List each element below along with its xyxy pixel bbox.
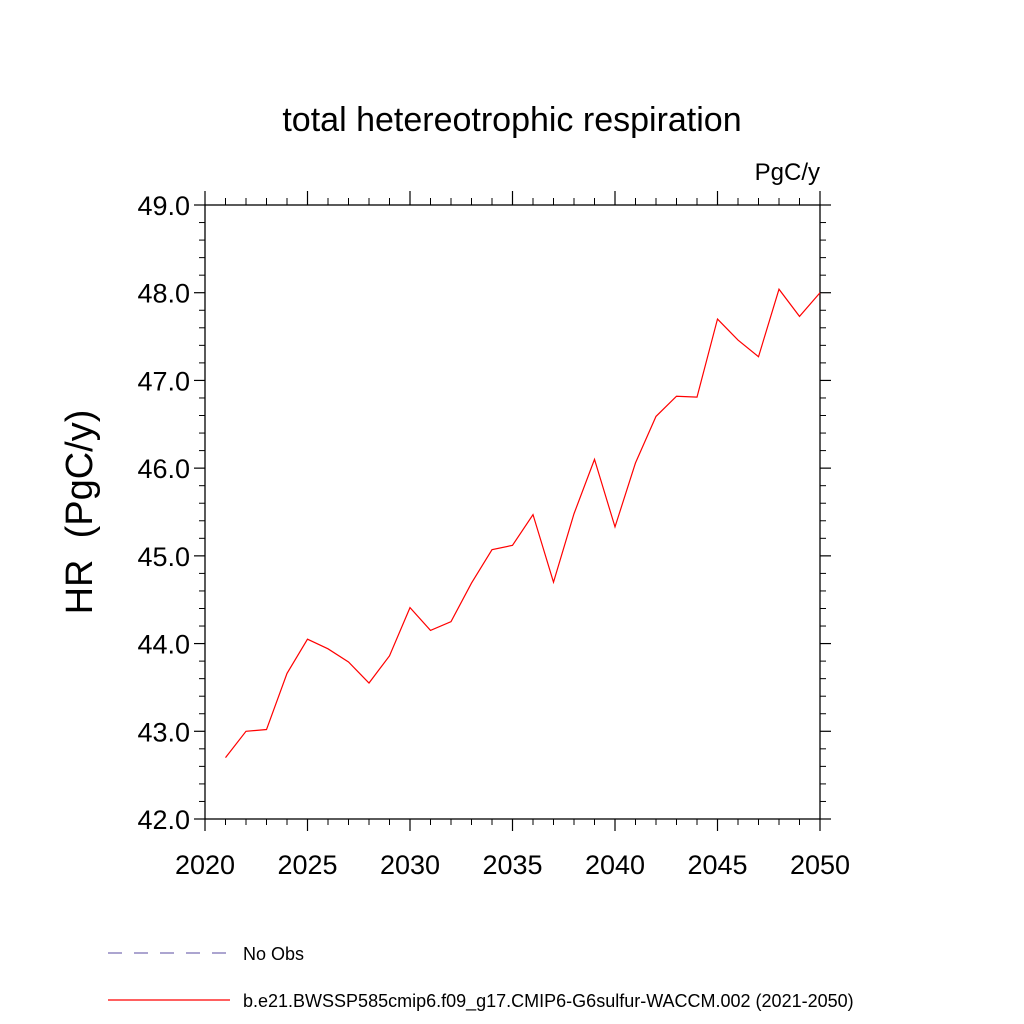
y-tick-label: 46.0 <box>137 454 190 484</box>
y-tick-label: 45.0 <box>137 542 190 572</box>
y-tick-label: 48.0 <box>137 279 190 309</box>
x-tick-label: 2020 <box>175 850 235 880</box>
units-label: PgC/y <box>755 159 820 186</box>
y-axis-label: HR (PgC/y) <box>59 410 101 615</box>
chart-title: total hetereotrophic respiration <box>282 101 741 139</box>
plot-axes: 42.0 43.0 44.0 45.0 46.0 47.0 48.0 49.0 2020 2025… <box>137 191 850 880</box>
legend-label-1: b.e21.BWSSP585cmip6.f09_g17.CMIP6-G6sulf… <box>243 991 854 1012</box>
legend-label-0: No Obs <box>243 944 304 964</box>
x-tick-label: 2025 <box>277 850 337 880</box>
x-tick-label: 2040 <box>585 850 645 880</box>
legend: No Obs b.e21.BWSSP585cmip6.f09_g17.CMIP6-… <box>108 944 854 1012</box>
series-layer <box>225 287 821 758</box>
x-tick-label: 2030 <box>380 850 440 880</box>
series-line-0 <box>225 287 821 758</box>
x-tick-label: 2035 <box>482 850 542 880</box>
x-tick-label: 2050 <box>790 850 850 880</box>
y-tick-label: 42.0 <box>137 805 190 835</box>
plot-frame <box>204 204 821 820</box>
x-tick-label: 2045 <box>687 850 747 880</box>
y-tick-label: 47.0 <box>137 366 190 396</box>
y-tick-label: 44.0 <box>137 630 190 660</box>
y-tick-label: 49.0 <box>137 191 190 221</box>
y-tick-label: 43.0 <box>137 717 190 747</box>
